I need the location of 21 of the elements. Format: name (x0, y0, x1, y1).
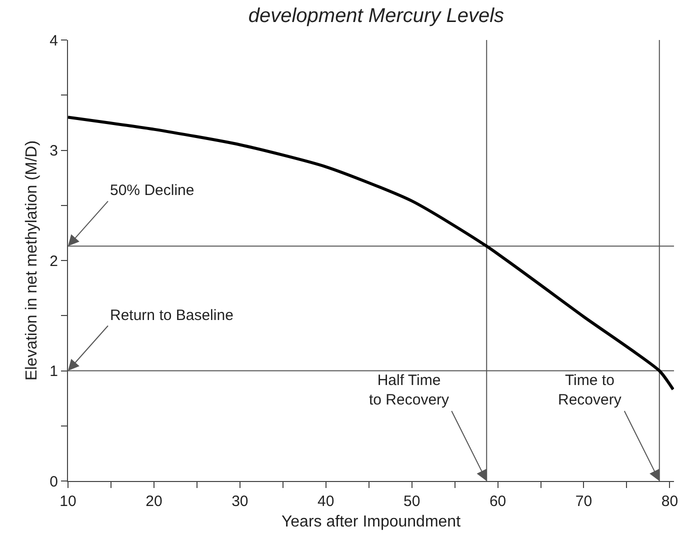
chart-title: development Mercury Levels (248, 5, 504, 28)
x-axis-title: Years after Impoundment (281, 514, 462, 531)
x-tick-label: 60 (489, 493, 506, 510)
x-tick-label: 50 (403, 493, 420, 510)
line-series (68, 116, 674, 391)
y-tick-label: 3 (50, 142, 58, 160)
x-tick-label: 20 (146, 493, 162, 510)
y-tick-label: 0 (50, 473, 58, 490)
x-tick-label: 30 (232, 493, 248, 510)
x-tick-label: 40 (318, 493, 334, 510)
x-tick-label: 80 (661, 493, 678, 510)
annotation: Half Time to Recovery (369, 372, 450, 408)
y-axis-title: Elevation in net methylation (M/D) (24, 140, 41, 381)
x-tick-label: 10 (60, 493, 76, 510)
annotation: Return to Baseline (110, 307, 234, 324)
annotation: Time to Recovery (558, 372, 622, 408)
y-tick-label: 1 (50, 363, 58, 380)
annotation: 50% Decline (110, 182, 194, 199)
x-tick-label: 70 (575, 493, 592, 510)
y-tick-label: 2 (50, 252, 58, 270)
y-tick-label: 4 (50, 32, 58, 50)
